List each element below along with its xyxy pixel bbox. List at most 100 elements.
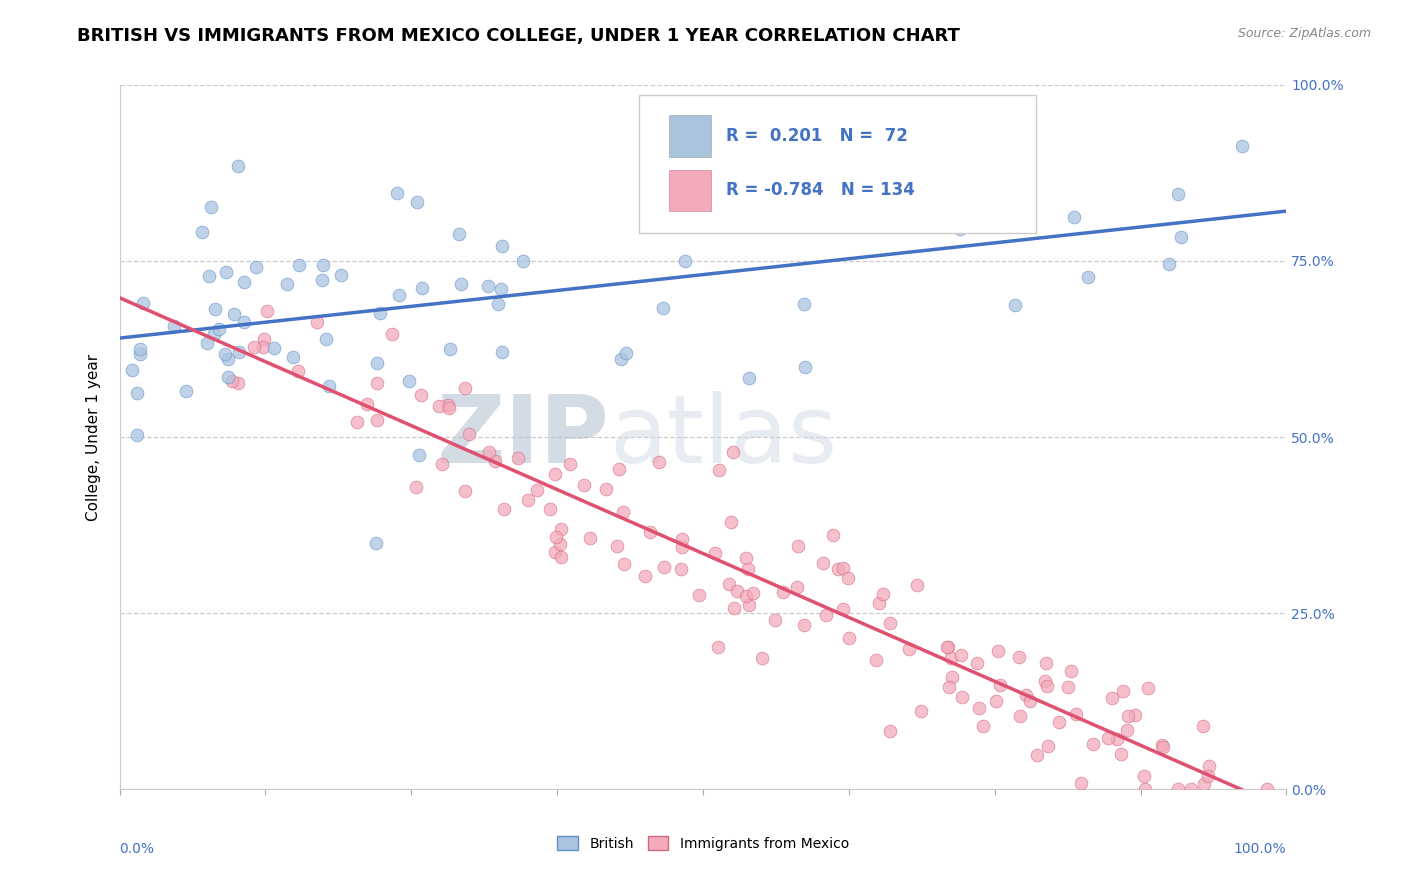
- Point: [544, 545, 567, 559]
- Point: [898, 642, 921, 657]
- Point: [385, 186, 408, 200]
- Point: [1192, 777, 1215, 791]
- Point: [1170, 230, 1192, 244]
- Point: [305, 315, 328, 329]
- Point: [1025, 748, 1047, 763]
- Point: [751, 651, 773, 665]
- Point: [1135, 782, 1157, 797]
- Point: [734, 179, 756, 194]
- Point: [1014, 688, 1036, 702]
- Point: [1036, 679, 1059, 693]
- Point: [1116, 708, 1139, 723]
- Point: [1180, 782, 1202, 797]
- Text: R = -0.784   N = 134: R = -0.784 N = 134: [727, 181, 915, 200]
- Point: [128, 347, 150, 361]
- Point: [707, 640, 730, 655]
- Text: BRITISH VS IMMIGRANTS FROM MEXICO COLLEGE, UNDER 1 YEAR CORRELATION CHART: BRITISH VS IMMIGRANTS FROM MEXICO COLLEG…: [77, 27, 960, 45]
- Point: [1047, 714, 1070, 729]
- Point: [1136, 681, 1159, 696]
- Point: [1197, 769, 1219, 783]
- Point: [704, 546, 727, 560]
- Point: [226, 376, 249, 391]
- Point: [437, 398, 460, 412]
- Point: [1008, 709, 1031, 723]
- Point: [786, 539, 808, 553]
- Point: [723, 601, 745, 615]
- Point: [799, 182, 821, 196]
- Point: [370, 306, 392, 320]
- Point: [1116, 723, 1139, 737]
- Point: [814, 608, 837, 623]
- Point: [366, 413, 388, 427]
- Point: [613, 557, 636, 571]
- Point: [398, 374, 420, 388]
- Point: [550, 549, 572, 564]
- Point: [578, 531, 600, 545]
- Point: [1063, 210, 1085, 224]
- Point: [949, 222, 972, 236]
- Point: [318, 379, 340, 393]
- Point: [221, 374, 243, 388]
- Point: [406, 194, 429, 209]
- Point: [939, 650, 962, 665]
- Point: [967, 701, 990, 715]
- Point: [190, 225, 212, 239]
- Point: [832, 602, 855, 616]
- Y-axis label: College, Under 1 year: College, Under 1 year: [86, 353, 101, 521]
- Point: [526, 483, 548, 497]
- Text: ZIP: ZIP: [437, 391, 610, 483]
- Point: [688, 588, 710, 602]
- Point: [936, 640, 959, 654]
- Point: [707, 463, 730, 477]
- Point: [735, 551, 758, 566]
- Point: [1035, 656, 1057, 670]
- Point: [132, 296, 155, 310]
- Point: [437, 401, 460, 415]
- Point: [457, 427, 479, 442]
- Point: [200, 200, 222, 214]
- Point: [638, 524, 661, 539]
- Point: [827, 562, 849, 576]
- Point: [607, 462, 630, 476]
- Point: [366, 376, 388, 390]
- Point: [1008, 649, 1031, 664]
- Point: [1057, 680, 1080, 694]
- FancyBboxPatch shape: [669, 169, 711, 211]
- Point: [204, 301, 226, 316]
- Point: [648, 455, 671, 469]
- Point: [1133, 769, 1156, 783]
- Point: [669, 562, 692, 576]
- Point: [484, 454, 506, 468]
- Point: [935, 640, 957, 655]
- Point: [1111, 747, 1133, 761]
- Point: [1101, 691, 1123, 706]
- Point: [281, 350, 304, 364]
- Point: [738, 371, 761, 385]
- Point: [879, 724, 901, 739]
- Point: [595, 482, 617, 496]
- Point: [868, 596, 890, 610]
- Point: [612, 505, 634, 519]
- Point: [815, 195, 838, 210]
- Point: [217, 352, 239, 367]
- Point: [491, 344, 513, 359]
- Point: [1150, 738, 1173, 752]
- Point: [572, 478, 595, 492]
- Point: [439, 342, 461, 356]
- Point: [256, 304, 278, 318]
- Point: [129, 343, 152, 357]
- Point: [905, 578, 928, 592]
- Point: [763, 613, 786, 627]
- Point: [411, 281, 433, 295]
- Point: [312, 258, 335, 272]
- Point: [405, 480, 427, 494]
- Point: [252, 340, 274, 354]
- Point: [329, 268, 352, 283]
- Point: [772, 584, 794, 599]
- Text: 0.0%: 0.0%: [120, 842, 155, 856]
- Point: [671, 533, 693, 547]
- Point: [364, 535, 387, 549]
- Point: [1060, 664, 1083, 678]
- Point: [198, 268, 221, 283]
- Point: [233, 275, 256, 289]
